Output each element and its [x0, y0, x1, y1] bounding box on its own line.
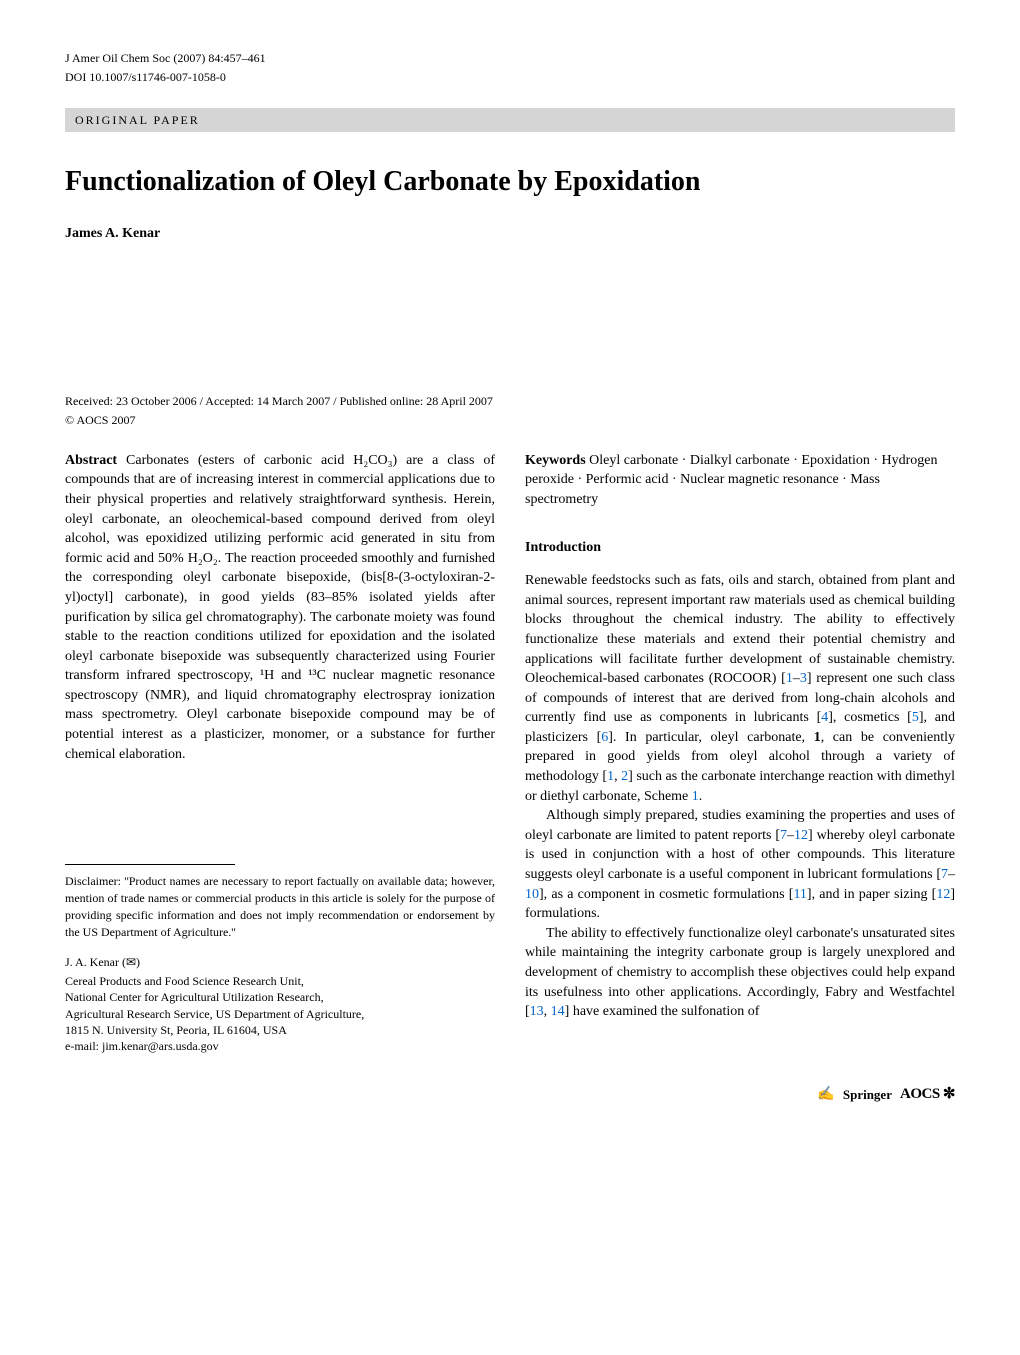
aocs-logo: AOCS ✼: [900, 1084, 955, 1105]
copyright-line: © AOCS 2007: [65, 412, 955, 429]
right-column: Keywords Oleyl carbonate · Dialkyl carbo…: [525, 451, 955, 1054]
ref-link[interactable]: 7: [941, 867, 948, 882]
intro-text: ,: [544, 1004, 551, 1019]
abstract-paragraph: Abstract Carbonates (esters of carbonic …: [65, 451, 495, 765]
author-affiliation: Cereal Products and Food Science Researc…: [65, 973, 495, 1054]
springer-icon: ✍: [817, 1085, 834, 1105]
intro-text: –: [787, 828, 794, 843]
springer-label: Springer: [843, 1086, 892, 1104]
keywords-label: Keywords: [525, 453, 586, 468]
journal-reference: J Amer Oil Chem Soc (2007) 84:457–461: [65, 50, 955, 67]
ref-link[interactable]: 11: [793, 887, 806, 902]
ref-link[interactable]: 12: [794, 828, 808, 843]
two-column-layout: Abstract Carbonates (esters of carbonic …: [65, 451, 955, 1054]
intro-paragraph-2: Although simply prepared, studies examin…: [525, 806, 955, 924]
intro-text: ], as a component in cosmetic formulatio…: [539, 887, 793, 902]
intro-text: –: [948, 867, 955, 882]
ref-link[interactable]: 1: [692, 789, 699, 804]
intro-text: ]. In particular, oleyl carbonate,: [608, 730, 813, 745]
ref-link[interactable]: 5: [912, 710, 919, 725]
paper-title: Functionalization of Oleyl Carbonate by …: [65, 162, 955, 201]
ref-link[interactable]: 14: [551, 1004, 565, 1019]
author-name: James A. Kenar: [65, 224, 955, 244]
ref-link[interactable]: 10: [525, 887, 539, 902]
page-footer: ✍ Springer AOCS ✼: [65, 1084, 955, 1105]
intro-text: ], cosmetics [: [828, 710, 912, 725]
disclaimer-text: Disclaimer: ''Product names are necessar…: [65, 873, 495, 940]
paper-type-banner: ORIGINAL PAPER: [65, 108, 955, 133]
corresponding-author: J. A. Kenar (✉): [65, 954, 495, 971]
keywords-paragraph: Keywords Oleyl carbonate · Dialkyl carbo…: [525, 451, 955, 510]
introduction-heading: Introduction: [525, 538, 955, 558]
ref-link[interactable]: 12: [936, 887, 950, 902]
intro-text: ] have examined the sulfonation of: [565, 1004, 760, 1019]
ref-link[interactable]: 13: [530, 1004, 544, 1019]
abstract-label: Abstract: [65, 453, 117, 468]
intro-text: ], and in paper sizing [: [807, 887, 936, 902]
intro-text: .: [699, 789, 703, 804]
abstract-text: Carbonates (esters of carbonic acid H₂CO…: [65, 453, 495, 762]
footnote-divider: [65, 864, 235, 865]
doi: DOI 10.1007/s11746-007-1058-0: [65, 69, 955, 86]
received-dates: Received: 23 October 2006 / Accepted: 14…: [65, 393, 955, 410]
compound-number: 1: [814, 730, 821, 745]
ref-link[interactable]: 3: [800, 671, 807, 686]
intro-text: –: [793, 671, 800, 686]
keywords-text: Oleyl carbonate · Dialkyl carbonate · Ep…: [525, 453, 938, 507]
intro-text: Renewable feedstocks such as fats, oils …: [525, 573, 955, 686]
intro-paragraph-3: The ability to effectively functionalize…: [525, 924, 955, 1022]
left-column: Abstract Carbonates (esters of carbonic …: [65, 451, 495, 1054]
ref-link[interactable]: 1: [786, 671, 793, 686]
ref-link[interactable]: 7: [780, 828, 787, 843]
intro-paragraph-1: Renewable feedstocks such as fats, oils …: [525, 571, 955, 806]
